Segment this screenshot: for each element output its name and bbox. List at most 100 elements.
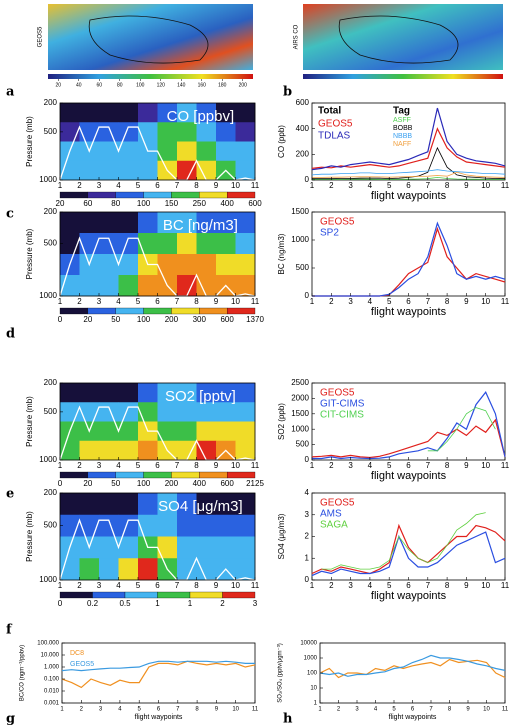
x-tick-label: 2 — [77, 297, 82, 306]
x-tick-label: 9 — [464, 297, 469, 306]
heatmap-cell — [216, 233, 236, 254]
heatmap-cell — [138, 103, 158, 123]
colorbar-label: 20 — [83, 315, 92, 324]
x-tick-label: 1 — [58, 297, 63, 306]
colorbar-segment — [93, 592, 126, 598]
x-tick-label: 6 — [157, 707, 161, 713]
colorbar-segment — [171, 192, 199, 198]
panel-label: d — [6, 327, 15, 342]
colorbar-segment — [144, 472, 172, 478]
x-tick-label: 2 — [329, 461, 334, 470]
heatmap-cell — [80, 103, 100, 123]
heatmap-cell — [99, 441, 119, 461]
panel-label: e — [6, 487, 14, 502]
colorbar-segment — [60, 308, 88, 314]
x-tick-label: 8 — [445, 297, 450, 306]
colorbar-label: 200 — [165, 315, 179, 324]
heatmap-cell — [80, 383, 100, 403]
x-tick-label: 5 — [138, 707, 142, 713]
colorbar-label: 150 — [165, 199, 179, 208]
heatmap-cell — [138, 558, 158, 580]
legend-label: GEOS5 — [318, 119, 353, 130]
x-tick-label: 11 — [501, 181, 510, 190]
map-image — [303, 4, 503, 70]
heatmap-cell — [138, 441, 158, 461]
colorbar-label: 300 — [193, 315, 207, 324]
heatmap-cell — [119, 212, 139, 233]
x-tick-label: 9 — [466, 707, 470, 713]
x-tick-label: 4 — [116, 461, 121, 470]
colorbar-label: 0.2 — [87, 599, 99, 608]
heatmap-cell — [60, 212, 80, 233]
x-tick-label: 9 — [214, 461, 219, 470]
x-tick-label: 3 — [348, 181, 353, 190]
colorbar-segment — [199, 308, 227, 314]
colorbar-label: 600 — [220, 315, 234, 324]
heatmap-cell — [236, 122, 256, 142]
x-tick-label: 10 — [483, 707, 490, 713]
heatmap-cell — [177, 402, 197, 422]
x-tick-label: 3 — [348, 297, 353, 306]
colorbar-label: 50 — [111, 479, 120, 488]
colorbar-segment — [116, 472, 144, 478]
x-tick-label: 5 — [136, 181, 141, 190]
heatmap-cell — [99, 212, 119, 233]
colorbar-label: 200 — [165, 479, 179, 488]
colorbar-segment — [60, 192, 88, 198]
x-tick-label: 5 — [387, 297, 392, 306]
map-a — [48, 4, 253, 79]
x-tick-label: 1 — [310, 297, 315, 306]
legend-label: NAFF — [393, 141, 411, 148]
y-axis-label: CO (ppb) — [277, 125, 286, 158]
colorbar-label: 1370 — [246, 315, 264, 324]
x-tick-label: 11 — [501, 581, 510, 590]
colorbar-label: 0.5 — [119, 599, 131, 608]
heatmap-cell — [177, 254, 197, 275]
colorbar-label: 2 — [220, 599, 225, 608]
y-tick-label: 0.010 — [44, 689, 60, 695]
x-tick-label: 10 — [481, 461, 490, 470]
panel-label: b — [283, 85, 292, 100]
x-tick-label: 8 — [445, 461, 450, 470]
panel-label: f — [6, 623, 13, 638]
x-tick-label: 7 — [175, 181, 180, 190]
x-tick-label: 10 — [481, 181, 490, 190]
heatmap-cell — [119, 515, 139, 537]
heatmap-cell — [119, 383, 139, 403]
colorbar-label: 50 — [111, 315, 120, 324]
x-tick-label: 7 — [175, 297, 180, 306]
colorbar-label: 40 — [76, 82, 82, 88]
heatmap-cell — [80, 161, 100, 181]
colorbar-label: 20 — [55, 82, 61, 88]
heatmap-cell — [236, 383, 256, 403]
colorbar-label: 120 — [157, 82, 166, 88]
y-tick-label: 0.100 — [44, 677, 60, 683]
heatmap-cell — [177, 275, 197, 296]
x-tick-label: 9 — [464, 461, 469, 470]
heatmap-cell — [216, 537, 236, 559]
heatmap-cell — [60, 493, 80, 515]
heatmap-cell — [177, 537, 197, 559]
x-tick-label: 6 — [155, 181, 160, 190]
heatmap-cell — [119, 558, 139, 580]
heatmap-cell — [197, 558, 217, 580]
x-tick-label: 10 — [232, 707, 239, 713]
heatmap-cell — [99, 122, 119, 142]
heatmap-cell — [99, 275, 119, 296]
heatmap-cell — [236, 275, 256, 296]
colorbar-segment — [144, 308, 172, 314]
colorbar-label: 80 — [111, 199, 120, 208]
heatmap-cell — [119, 402, 139, 422]
y-tick-label: 10.000 — [41, 653, 60, 659]
legend-label: BOBB — [393, 125, 413, 132]
heatmap-cell — [60, 383, 80, 403]
y-axis-label: SO4 (μg/m3) — [277, 513, 286, 559]
colorbar-segment — [144, 192, 172, 198]
x-tick-label: 9 — [464, 181, 469, 190]
x-tick-label: 2 — [77, 181, 82, 190]
heatmap-cell — [236, 212, 256, 233]
plot-frame — [62, 643, 255, 703]
legend-label: SAGA — [320, 520, 348, 531]
x-tick-label: 2 — [77, 461, 82, 470]
heatmap-cell — [177, 122, 197, 142]
